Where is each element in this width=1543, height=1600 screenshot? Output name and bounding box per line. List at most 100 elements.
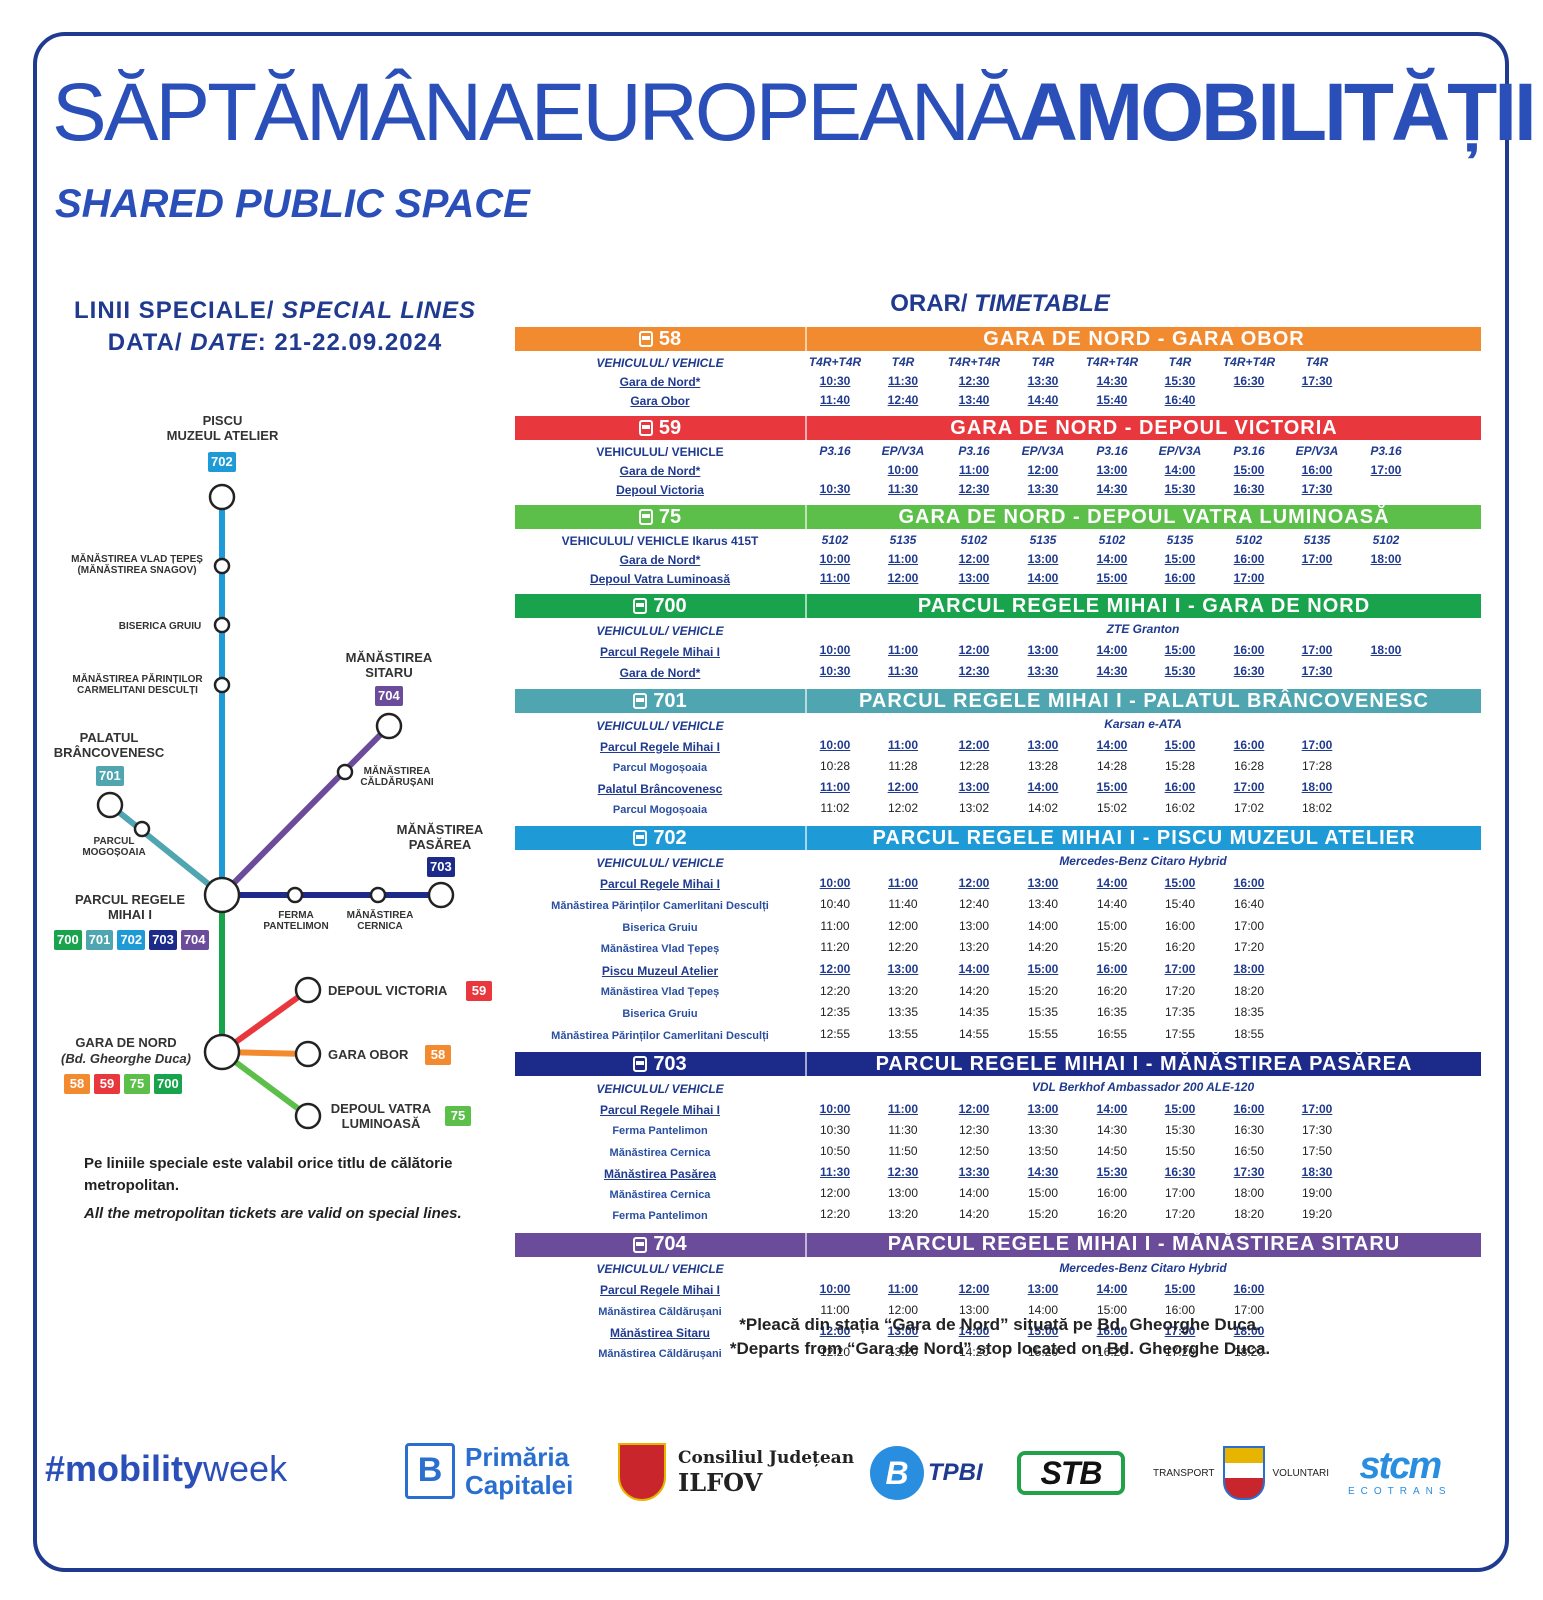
time-cell: 17:00: [1233, 780, 1265, 794]
badge-702: 702: [117, 930, 146, 950]
time-cell: 14:30: [1027, 1165, 1059, 1180]
stop-depoul-victoria: [294, 976, 322, 1004]
time-cell: 15:00: [1164, 1101, 1196, 1116]
network-map: [96, 483, 455, 1130]
special-lines-heading: LINII SPECIALE/ SPECIAL LINES DATA/ DATE…: [40, 295, 510, 359]
time-cell: 12:00: [958, 738, 990, 752]
time-cell: 16:40: [1233, 897, 1265, 912]
time-cell: 15:00: [1096, 918, 1128, 933]
route-schedule-700: VEHICULUL/ VEHICLE ZTE Granton Parcul Rege…: [515, 618, 1481, 689]
time-cell: 11:40: [819, 393, 851, 407]
time-cell: 17:30: [1301, 482, 1333, 496]
date-label-en: DATE: [190, 329, 258, 356]
time-cell: 11:00: [820, 1303, 850, 1318]
time-cell: 5102: [960, 533, 988, 547]
time-cell: 17:00: [1301, 738, 1333, 752]
time-cell: 14:00: [1096, 643, 1128, 657]
time-cell: 18:00: [1370, 552, 1402, 566]
time-cell: 12:20: [819, 1345, 851, 1360]
time-cell: 15:30: [1164, 664, 1196, 678]
time-cell: 16:00: [1233, 1281, 1265, 1296]
time-cell: 14:50: [1096, 1143, 1128, 1158]
row-cells: 10:00 11:00 12:00 13:00 14:00 15:00 16:00 17:00…: [805, 641, 1481, 662]
time-cell: 14:00: [1096, 1281, 1128, 1296]
time-cell: 5135: [889, 533, 917, 547]
time-cell: 16:00: [1233, 643, 1265, 657]
time-cell: 11:40: [888, 897, 918, 912]
route-number: 58: [515, 327, 807, 351]
badge-701: 701: [85, 930, 114, 950]
time-cell: 15:00: [1164, 643, 1196, 657]
time-cell: 10:00: [819, 875, 851, 890]
route-name: GARA DE NORD - DEPOUL VATRA LUMINOASĂ: [898, 505, 1390, 528]
hashtag-b: week: [203, 1448, 288, 1489]
time-cell: 16:30: [1233, 374, 1265, 388]
time-cell: T4R: [891, 355, 915, 369]
row-cells: 11:00 12:00 13:00 14:00 15:00 16:00 17:00: [805, 1301, 1481, 1322]
row-label: Mănăstirea Pasărea: [603, 1166, 717, 1181]
stop-palatul: [96, 791, 124, 819]
time-cell: 12:00: [958, 643, 990, 657]
time-cell: 16:00: [1233, 552, 1265, 566]
time-cell: 14:00: [1096, 552, 1128, 566]
ilfov-shield-icon: [618, 1443, 666, 1501]
stop-piscu: [208, 483, 236, 511]
timetable-row: Mănăstirea Vlad Țepeș 12:20 13:20 14:20 15:2…: [515, 982, 1481, 1004]
bus-icon: [633, 693, 648, 709]
stv-shield-icon: [1222, 1446, 1265, 1500]
route-schedule-704: VEHICULUL/ VEHICLE Mercedes-Benz Citaro H…: [515, 1257, 1481, 1371]
route-schedule-75: VEHICULUL/ VEHICLE Ikarus 415T 5102 5135 51…: [515, 529, 1481, 594]
time-cell: 13:00: [887, 961, 919, 976]
timetable-row: VEHICULUL/ VEHICLE ZTE Granton: [515, 620, 1481, 641]
time-cell: 12:55: [819, 1026, 851, 1041]
stv-text-b: VOLUNTARI: [1272, 1467, 1330, 1479]
time-cell: T4R: [1305, 355, 1329, 369]
time-cell: 11:28: [888, 759, 918, 773]
footnote-en: *Departs from “Gara de Nord” stop locate…: [729, 1339, 1271, 1358]
timetable-row: Parcul Mogoșoaia 10:28 11:28 12:28 13:28 14:2…: [515, 757, 1481, 778]
row-label: Mănăstirea Cernica: [609, 1146, 711, 1159]
time-cell: T4R+T4R: [1222, 355, 1276, 369]
primaria-text: Primăria Capitalei: [465, 1442, 574, 1500]
time-cell: 13:00: [958, 571, 990, 585]
time-cell: 12:40: [958, 897, 990, 912]
badge-703: 703: [149, 930, 177, 950]
time-cell: 16:00: [1096, 1324, 1128, 1339]
time-cell: 14:30: [1096, 664, 1128, 678]
row-cells: 12:00 13:00 14:00 15:00 16:00 17:00 18:00 19:00: [805, 1184, 1481, 1205]
time-cell: 13:00: [1027, 875, 1059, 890]
row-cells: 10:00 11:00 12:00 13:00 14:00 15:00 16:00 17:00: [805, 461, 1481, 480]
stop-biserica-gruiu: [213, 616, 231, 634]
row-cells: 10:00 11:00 12:00 13:00 14:00 15:00 16:00: [805, 874, 1481, 896]
time-cell: 18:00: [1233, 961, 1265, 976]
timetable-row: Mănăstirea Căldărușani 11:00 12:00 13:00 14:…: [515, 1301, 1481, 1322]
route-number-text: 700: [653, 594, 687, 617]
time-cell: 11:00: [958, 463, 990, 477]
time-cell: 5135: [1029, 533, 1057, 547]
time-cell: 13:00: [887, 1324, 919, 1339]
hashtag: #mobilityweek: [45, 1448, 287, 1490]
route-number: 701: [515, 689, 807, 713]
row-label: Palatul Brâncovenesc: [597, 781, 723, 796]
time-cell: 14:20: [958, 1345, 990, 1360]
date-value: : 21-22.09.2024: [257, 329, 443, 356]
time-cell: 16:20: [1096, 1345, 1128, 1360]
row-label: Parcul Regele Mihai I: [599, 1283, 721, 1298]
time-cell: 12:00: [1027, 463, 1059, 477]
time-cell: 15:30: [1164, 1122, 1196, 1137]
time-cell: 12:00: [887, 780, 919, 794]
badge-75: 75: [124, 1074, 150, 1094]
timetable-row: Mănăstirea Cernica 12:00 13:00 14:00 15:00 16…: [515, 1184, 1481, 1205]
route-schedule-701: VEHICULUL/ VEHICLE Karsan e-ATA Parcul Reg…: [515, 713, 1481, 826]
badge-58: 58: [425, 1045, 451, 1065]
timetable-row: VEHICULUL/ VEHICLE Mercedes-Benz Citaro H…: [515, 1259, 1481, 1280]
time-cell: 10:30: [819, 664, 851, 678]
timetable-row: Mănăstirea Sitaru 12:00 13:00 14:00 15:00 16:…: [515, 1322, 1481, 1343]
time-cell: 12:20: [887, 940, 919, 955]
time-cell: 13:40: [958, 393, 990, 407]
time-cell: 14:02: [1027, 801, 1059, 815]
time-cell: 13:30: [1027, 1122, 1059, 1137]
time-cell: 18:20: [1233, 1345, 1265, 1360]
time-cell: 11:00: [820, 918, 850, 933]
timetable-row: VEHICULUL/ VEHICLE Karsan e-ATA: [515, 715, 1481, 736]
